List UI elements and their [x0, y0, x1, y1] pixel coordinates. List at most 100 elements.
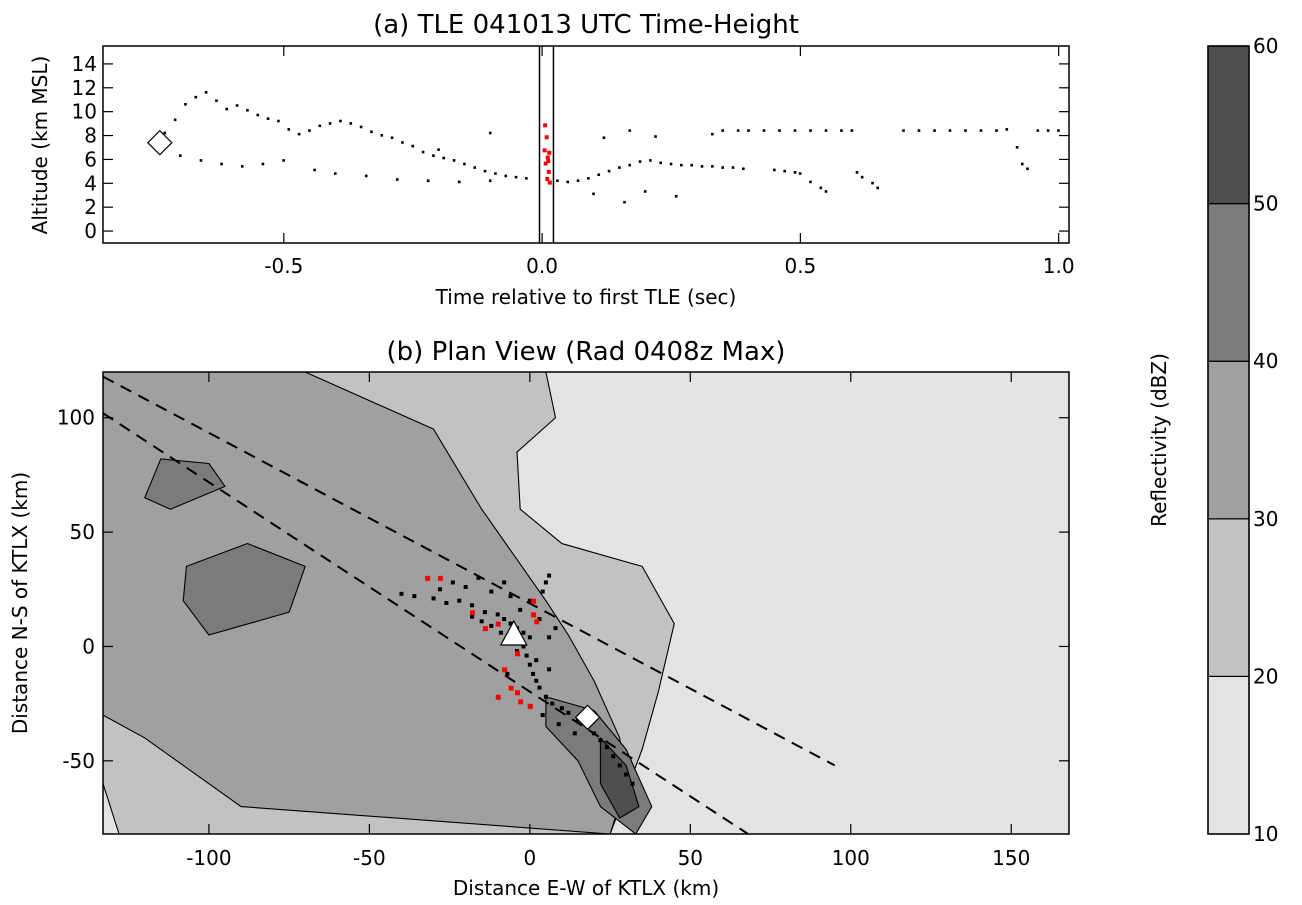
- time-height-point: [556, 179, 559, 183]
- time-height-point: [457, 180, 461, 184]
- dashed-reference-line: [103, 375, 836, 767]
- time-height-point: [494, 172, 497, 175]
- y-tick-label: 12: [72, 76, 97, 100]
- time-height-point: [674, 194, 678, 198]
- plan-view-point: [540, 713, 545, 718]
- time-height-point: [917, 129, 921, 132]
- reflectivity-contour-30-dbz: [103, 372, 627, 834]
- time-height-point: [793, 171, 797, 174]
- plan-view-red-point: [518, 699, 524, 705]
- time-height-point: [762, 129, 766, 132]
- panel-b-ylabel: Distance N-S of KTLX (km): [8, 472, 32, 734]
- time-height-point: [380, 134, 384, 137]
- plan-view-point: [495, 612, 500, 617]
- time-height-point: [747, 129, 750, 132]
- colorbar-block-20: [1207, 518, 1250, 677]
- plan-view-point: [412, 594, 417, 599]
- plan-view-point: [527, 662, 532, 667]
- plan-view-point: [521, 644, 526, 649]
- plan-view-point: [540, 589, 545, 594]
- time-height-red-point: [544, 135, 549, 140]
- time-height-point: [514, 175, 518, 179]
- plan-view-red-point: [531, 598, 537, 604]
- plan-view-point: [527, 635, 532, 640]
- time-height-point: [948, 129, 952, 132]
- time-height-point: [194, 95, 198, 99]
- time-height-point: [700, 165, 704, 168]
- plan-view-point: [604, 745, 609, 750]
- panel-b-markers: [499, 619, 601, 731]
- plan-view-point: [479, 619, 484, 624]
- time-height-point: [442, 156, 446, 160]
- time-height-point: [473, 166, 477, 169]
- reflectivity-contour-40-dbz: [182, 542, 306, 636]
- time-height-point: [199, 159, 203, 162]
- plan-view-point: [518, 607, 523, 612]
- time-height-point: [163, 131, 167, 135]
- time-height-point: [215, 99, 218, 103]
- time-height-point: [437, 148, 440, 151]
- time-height-point: [411, 144, 415, 148]
- time-height-point: [1036, 129, 1040, 132]
- colorbar-block-10: [1207, 675, 1250, 835]
- plan-view-point: [470, 614, 475, 619]
- plan-view-point: [598, 738, 603, 743]
- panel-b-y-axis: -50 0 50 100: [57, 406, 1069, 773]
- colorbar-block-40: [1207, 203, 1250, 362]
- plan-view-point: [537, 617, 542, 622]
- time-height-point: [669, 162, 673, 166]
- time-height-point: [1046, 129, 1050, 132]
- time-height-point: [178, 154, 182, 157]
- x-tick-label: 0.0: [526, 254, 558, 278]
- time-height-point: [964, 129, 967, 132]
- time-height-point: [225, 107, 229, 111]
- time-height-point: [184, 103, 187, 106]
- time-height-point: [649, 159, 652, 162]
- time-height-point: [370, 130, 373, 134]
- time-height-point: [860, 175, 864, 179]
- plan-view-point: [508, 594, 513, 599]
- plan-view-red-point: [527, 703, 533, 709]
- colorbar-block-50: [1207, 45, 1250, 205]
- x-tick-label: -0.5: [264, 254, 303, 278]
- plan-view-point: [489, 623, 494, 628]
- time-height-point: [840, 129, 843, 132]
- plan-view-point: [515, 649, 519, 654]
- time-height-point: [488, 179, 492, 183]
- time-height-point: [592, 192, 595, 196]
- time-height-point: [602, 136, 606, 140]
- plan-view-point: [630, 781, 635, 786]
- colorbar-ticks: 10 20 30 40 50 60: [1253, 34, 1278, 846]
- time-height-point: [287, 128, 291, 131]
- time-height-point: [261, 162, 265, 166]
- time-height-point: [933, 129, 936, 132]
- time-height-point: [256, 113, 260, 117]
- panel-a-ylabel: Altitude (km MSL): [28, 56, 52, 235]
- time-height-point: [173, 118, 177, 122]
- colorbar-tick-label: 30: [1253, 507, 1278, 531]
- plan-view-point: [534, 678, 539, 683]
- plan-view-point: [457, 598, 462, 603]
- plan-view-point: [399, 591, 404, 596]
- x-tick-label: -100: [186, 846, 231, 870]
- time-height-point: [824, 129, 828, 132]
- y-tick-label: 4: [84, 171, 97, 195]
- time-height-point: [711, 165, 714, 168]
- time-height-point: [871, 181, 874, 185]
- time-height-point: [773, 168, 776, 172]
- plan-view-point: [547, 635, 552, 640]
- time-height-red-point: [543, 161, 548, 166]
- plan-view-point: [450, 580, 455, 585]
- reflectivity-contour-40-dbz: [144, 458, 226, 510]
- time-height-point: [721, 129, 724, 132]
- y-tick-label: 100: [57, 406, 95, 430]
- plan-view-point: [489, 589, 494, 594]
- time-height-point: [313, 168, 316, 172]
- time-height-point: [318, 124, 322, 128]
- time-height-point: [628, 129, 632, 132]
- time-height-point: [282, 159, 285, 162]
- time-height-point: [690, 163, 693, 167]
- time-height-point: [333, 172, 337, 175]
- time-height-point: [390, 136, 394, 140]
- time-height-point: [566, 180, 570, 184]
